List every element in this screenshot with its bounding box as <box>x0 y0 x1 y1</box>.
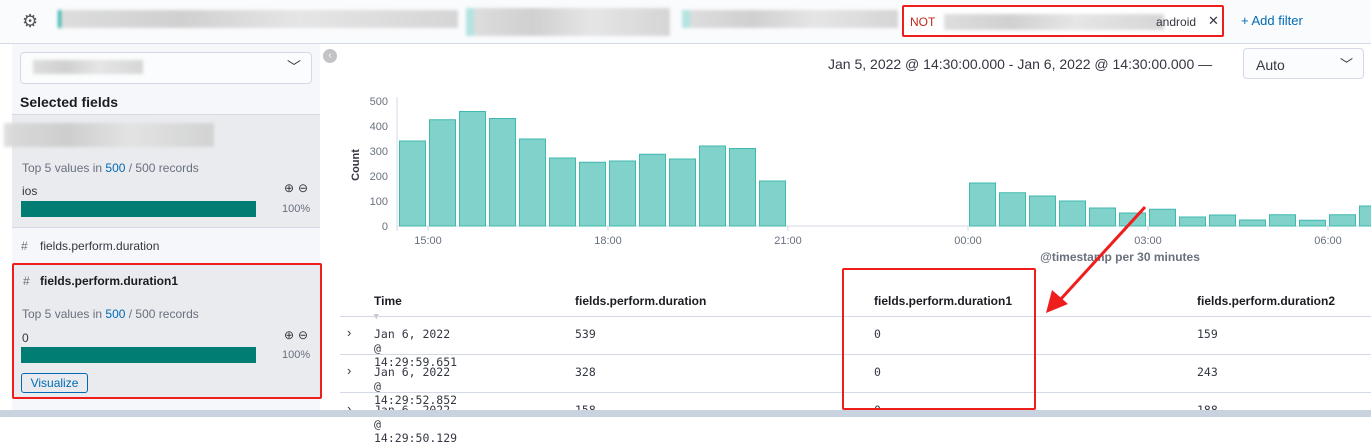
arrow-annotation <box>0 0 1371 417</box>
horizontal-scrollbar[interactable] <box>0 410 1371 417</box>
